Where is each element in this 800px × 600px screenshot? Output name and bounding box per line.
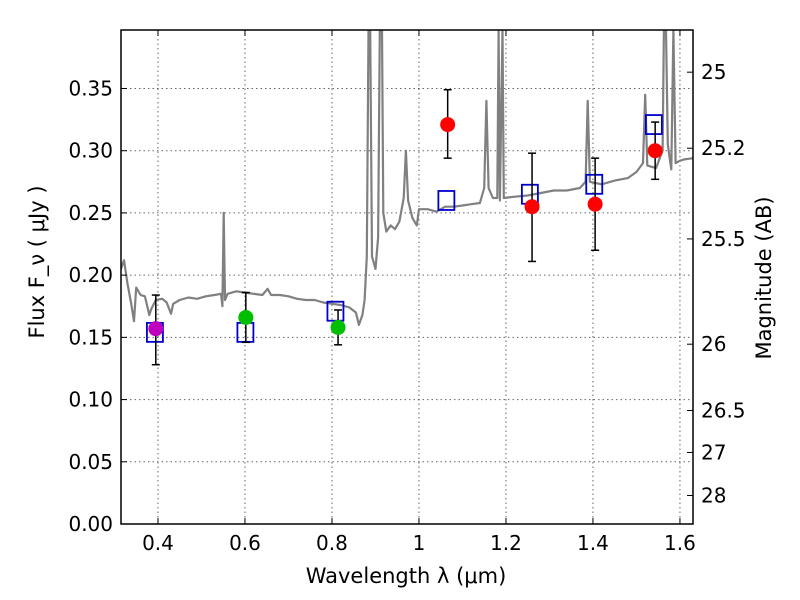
mag-tick-label: 25 [701,60,726,84]
y-tick-label: 0.00 [68,512,113,536]
model-spectrum-line [121,30,693,326]
mag-tick-label: 25.2 [701,136,746,160]
axes-frame [120,29,694,525]
x-tick-label: 1.2 [490,531,522,555]
y-axis-right-label: Magnitude (AB) [752,196,776,359]
observed-point [524,199,540,215]
observed-point [148,321,164,337]
x-tick-label: 1 [413,531,426,555]
model-photometry-box [644,114,663,135]
x-tick-label: 0.6 [229,531,261,555]
grid [121,30,693,525]
mag-tick-label: 28 [701,484,726,508]
mag-tick-label: 25.5 [701,227,746,251]
mag-tick-label: 26 [701,332,726,356]
x-tick-label: 1.6 [664,531,696,555]
observed-point [330,319,346,335]
y-axis-label: Flux F_ν ( μJy ) [25,185,50,338]
y-tick-label: 0.20 [68,263,113,287]
y-tick-label: 0.25 [68,201,113,225]
mag-tick-label: 27 [701,440,726,464]
observed-point [647,143,663,159]
y-tick-label: 0.15 [68,325,113,349]
x-tick-label: 1.4 [577,531,609,555]
mag-tick-label: 26.5 [701,399,746,423]
x-axis-label: Wavelength λ (μm) [306,564,507,588]
model-photometry-box [437,190,456,211]
x-tick-label: 0.8 [316,531,348,555]
model-photometry-box [585,173,604,195]
y-tick-label: 0.35 [68,76,113,100]
observed-point [587,196,603,212]
observed-point [440,117,456,133]
axis-ticks: 0.4 0.6 0.8 1 1.2 1.4 1.6 0.00 0.05 0.10 0.15 0.20 0… [68,30,746,555]
plot-area [121,30,693,366]
x-tick-label: 0.4 [142,531,174,555]
observed-point [238,309,254,325]
y-tick-label: 0.05 [68,450,113,474]
y-tick-label: 0.10 [68,388,113,412]
y-tick-label: 0.30 [68,139,113,163]
